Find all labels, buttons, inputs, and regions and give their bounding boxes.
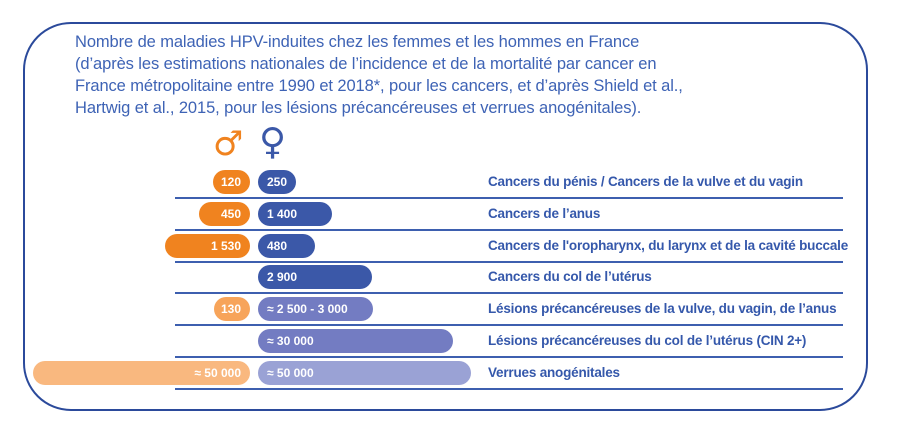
female-gender-icon: ♀: [259, 120, 287, 163]
male-gender-icon: ♂: [213, 124, 244, 164]
row-label: Cancers du pénis / Cancers de la vulve e…: [488, 174, 803, 189]
male-value-pill: 120: [213, 170, 250, 194]
row-label: Lésions précancéreuses du col de l’utéru…: [488, 333, 807, 348]
row-label: Cancers du col de l’utérus: [488, 269, 652, 285]
rounded-frame: [23, 22, 868, 411]
male-value-pill: 130: [214, 297, 250, 322]
row-label: Cancers de l'oropharynx, du larynx et de…: [488, 237, 849, 253]
male-value-pill: 450: [199, 201, 250, 226]
row-label: Cancers de l’anus: [488, 205, 601, 221]
female-value-pill: ≈ 30 000: [258, 329, 453, 353]
female-value-pill: 480: [258, 233, 315, 258]
female-value-pill: 2 900: [258, 265, 372, 290]
row-separator-line: [175, 260, 843, 263]
row-separator-line: [175, 324, 843, 327]
row-separator-line: [175, 228, 843, 231]
row-separator-line: [175, 356, 843, 358]
male-value-pill: ≈ 50 000: [33, 360, 250, 385]
row-label: Lésions précancéreuses de la vulve, du v…: [488, 301, 837, 317]
female-value-pill: ≈ 2 500 - 3 000: [258, 297, 373, 322]
female-value-pill: 250: [258, 170, 296, 194]
female-value-pill: ≈ 50 000: [258, 360, 471, 385]
row-separator-line: [175, 197, 843, 199]
row-separator-line: [175, 387, 843, 390]
row-separator-line: [175, 292, 843, 295]
row-label: Verrues anogénitales: [488, 364, 620, 380]
female-value-pill: 1 400: [258, 201, 332, 226]
male-value-pill: 1 530: [165, 233, 250, 258]
chart-title: Nombre de maladies HPV-induites chez les…: [75, 33, 683, 117]
